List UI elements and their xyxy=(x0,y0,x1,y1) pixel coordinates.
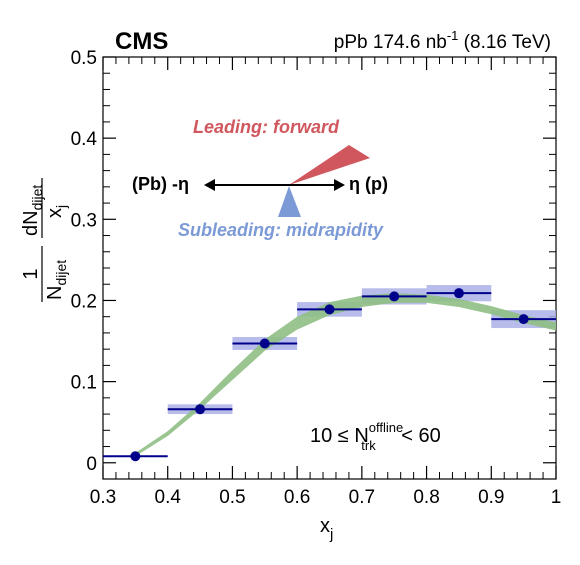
x-axis-title: xj xyxy=(320,515,333,543)
y-tick-label: 0.5 xyxy=(71,48,97,69)
experiment-label: CMS xyxy=(115,28,168,55)
lumi-unit-exponent: -1 xyxy=(447,28,459,43)
y-tick-label: 0.3 xyxy=(71,210,97,231)
data-point xyxy=(130,451,141,462)
energy-label: (8.16 TeV) xyxy=(458,32,551,53)
y-deriv-den-sub: j xyxy=(53,205,69,209)
y-deriv-den-main: x xyxy=(44,208,66,218)
y-axis-title: 1 Ndijet dNdijet xj xyxy=(20,178,69,302)
y-tick-label: 0 xyxy=(86,454,97,475)
y-deriv-den: xj xyxy=(44,205,69,218)
subleading-wedge xyxy=(278,186,301,217)
leading-label: Leading: forward xyxy=(193,117,340,137)
lumi-value: pPb 174.6 nb xyxy=(334,32,447,53)
y-tick-label: 0.4 xyxy=(71,129,98,150)
x-tick-label: 0.8 xyxy=(413,487,439,508)
data-point xyxy=(324,304,335,315)
x-tick-label: 0.5 xyxy=(219,487,245,508)
data-point xyxy=(389,291,400,302)
rapidity-diagram: Leading: forward (Pb) -η η (p) Subleadin… xyxy=(132,117,388,240)
eta-arrow-left-icon xyxy=(204,179,215,191)
x-axis-main: x xyxy=(320,515,330,537)
x-tick-label: 0.6 xyxy=(284,487,310,508)
subleading-label: Subleading: midrapidity xyxy=(178,220,384,240)
selection-sup: offline xyxy=(369,420,403,435)
selection-suffix: < 60 xyxy=(396,425,441,447)
luminosity-label: pPb 174.6 nb-1 (8.16 TeV) xyxy=(334,28,551,53)
right-direction-label: η (p) xyxy=(349,174,388,194)
y-deriv-num-sub: dijet xyxy=(29,185,45,211)
x-tick-label: 0.7 xyxy=(349,487,375,508)
eta-arrow-right-icon xyxy=(334,179,345,191)
y-tick-label: 0.2 xyxy=(71,291,97,312)
data-point xyxy=(195,404,206,415)
x-tick-label: 0.3 xyxy=(90,487,116,508)
y-tick-label: 0.1 xyxy=(71,373,97,394)
data-point xyxy=(453,288,464,299)
y-deriv-num-main: dN xyxy=(20,210,42,236)
left-direction-label: (Pb) -η xyxy=(132,174,189,194)
axis-ticks: 0.3 0.4 0.5 0.6 0.7 0.8 0.9 1 0 0.1 0.2 0.3 0.4 0.5 xyxy=(71,48,562,508)
data-points xyxy=(103,288,556,462)
x-tick-label: 0.4 xyxy=(155,487,182,508)
y-frac-den-sub: dijet xyxy=(53,260,69,286)
y-frac-den: Ndijet xyxy=(44,260,69,300)
y-frac-den-main: N xyxy=(44,286,66,300)
x-axis-sub: j xyxy=(329,526,333,543)
selection-label: 10 ≤ Noffline trk < 60 xyxy=(310,420,441,453)
leading-wedge xyxy=(289,145,370,185)
data-point xyxy=(259,338,270,349)
data-point xyxy=(518,314,529,325)
y-frac-num: 1 xyxy=(20,268,42,279)
x-tick-label: 0.9 xyxy=(478,487,504,508)
y-deriv-num: dNdijet xyxy=(20,185,45,236)
selection-sub: trk xyxy=(361,438,376,453)
selection-prefix: 10 ≤ N xyxy=(310,425,369,447)
x-tick-label: 1 xyxy=(551,487,562,508)
